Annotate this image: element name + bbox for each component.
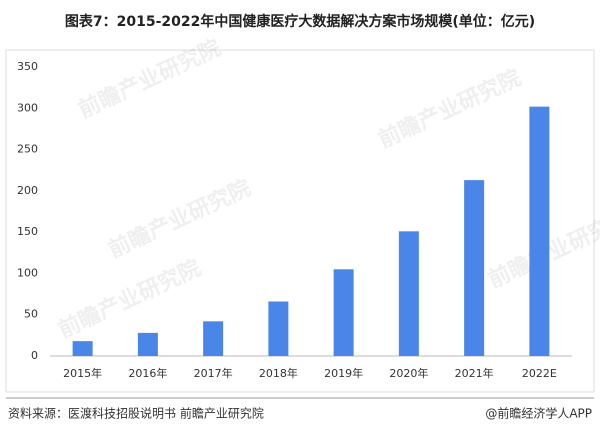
y-tick-label: 150 — [17, 225, 38, 238]
x-tick-label: 2016年 — [128, 366, 167, 380]
x-tick-label: 2015年 — [63, 366, 102, 380]
watermark: 前瞻产业研究院 — [374, 65, 525, 154]
bar — [398, 231, 419, 356]
bar — [72, 341, 93, 356]
bar — [268, 301, 289, 356]
y-tick-label: 350 — [17, 60, 38, 73]
watermark: 前瞻产业研究院 — [104, 175, 255, 264]
x-tick-label: 2021年 — [455, 366, 494, 380]
bar — [333, 269, 354, 356]
x-tick-label: 2020年 — [389, 366, 428, 380]
y-tick-label: 300 — [17, 101, 38, 114]
chart-title: 图表7：2015-2022年中国健康医疗大数据解决方案市场规模(单位：亿元) — [65, 13, 535, 30]
x-tick-label: 2022E — [522, 367, 557, 380]
y-tick-label: 250 — [17, 143, 38, 156]
y-tick-label: 200 — [17, 184, 38, 197]
watermark: 前瞻产业研究院 — [74, 35, 225, 124]
x-tick-label: 2018年 — [259, 366, 298, 380]
x-tick-label: 2019年 — [324, 366, 363, 380]
y-tick-label: 50 — [24, 308, 38, 321]
y-tick-label: 0 — [31, 349, 38, 362]
bar — [464, 180, 485, 356]
bar — [137, 332, 158, 356]
y-tick-label: 100 — [17, 266, 38, 279]
bar — [203, 321, 224, 356]
x-tick-label: 2017年 — [194, 366, 233, 380]
chart-frame — [5, 49, 595, 393]
bar — [529, 106, 550, 357]
credit: @前瞻经济学人APP — [485, 406, 592, 421]
watermark: 前瞻产业研究院 — [54, 255, 205, 344]
source: 资料来源：医渡科技招股说明书 前瞻产业研究院 — [8, 406, 264, 421]
